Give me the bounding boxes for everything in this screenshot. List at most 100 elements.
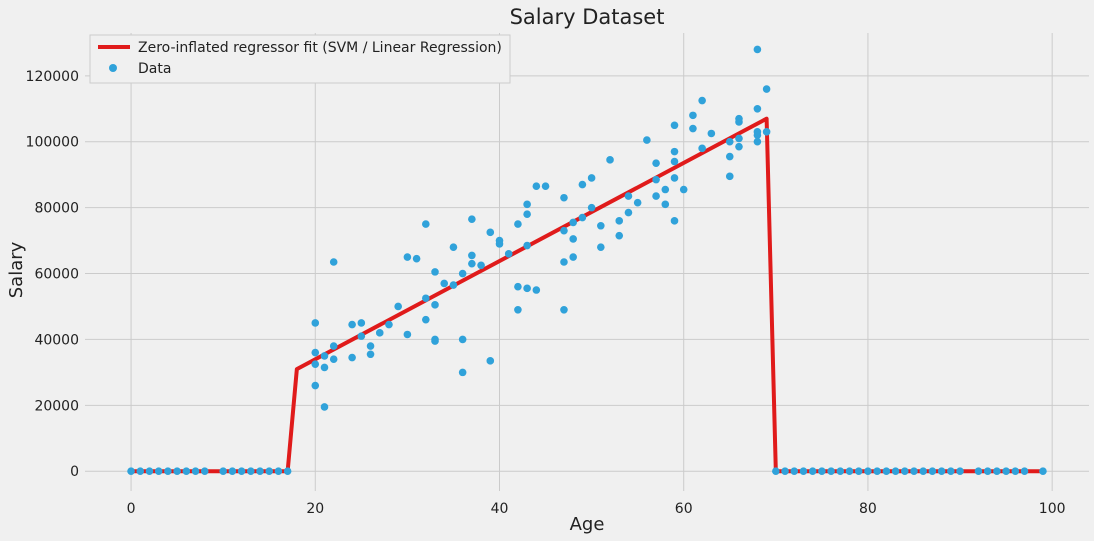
x-tick-label: 20: [306, 501, 324, 517]
y-tick-label: 0: [70, 464, 79, 480]
data-point: [587, 174, 596, 182]
data-point: [947, 467, 955, 476]
data-point: [403, 330, 412, 339]
data-point: [707, 129, 716, 138]
data-point: [910, 467, 918, 476]
data-point: [661, 185, 670, 194]
data-point: [523, 200, 531, 209]
data-point: [145, 467, 154, 476]
data-point: [514, 305, 522, 314]
data-point: [127, 467, 135, 476]
data-point: [182, 467, 191, 476]
data-point: [974, 467, 983, 476]
data-point: [808, 467, 817, 476]
data-point: [652, 192, 660, 200]
data-point: [274, 467, 283, 476]
y-tick-label: 40000: [34, 332, 79, 348]
data-point: [670, 147, 679, 156]
data-point: [357, 319, 366, 327]
data-point: [854, 467, 863, 476]
data-points-layer: [127, 45, 1047, 476]
data-point: [256, 467, 264, 476]
data-point: [919, 467, 928, 476]
data-point: [458, 368, 467, 377]
data-point: [1002, 467, 1010, 476]
data-point: [587, 203, 596, 212]
data-point: [799, 467, 808, 476]
y-tick-label: 120000: [26, 69, 79, 85]
data-point: [560, 258, 568, 266]
data-point: [136, 467, 145, 476]
legend-data-label: Data: [138, 61, 171, 77]
data-point: [219, 467, 227, 476]
data-point: [725, 152, 734, 161]
data-point: [514, 282, 522, 291]
data-point: [523, 284, 531, 293]
y-tick-label: 100000: [26, 135, 79, 151]
data-point: [900, 467, 909, 476]
data-point: [458, 335, 467, 344]
data-point: [652, 175, 660, 184]
data-point: [725, 137, 734, 146]
data-point: [154, 467, 163, 476]
data-point: [375, 329, 384, 337]
data-point: [679, 185, 688, 194]
data-point: [993, 467, 1001, 476]
data-point: [753, 131, 762, 139]
legend-fit-label: Zero-inflated regressor fit (SVM / Linea…: [138, 40, 502, 56]
data-point: [431, 337, 439, 345]
legend-data-swatch: [109, 64, 117, 72]
data-point: [486, 228, 495, 237]
data-point: [422, 315, 430, 324]
x-tick-label: 100: [1039, 501, 1066, 517]
data-point: [670, 121, 679, 130]
data-point: [458, 269, 467, 278]
data-point: [689, 124, 697, 133]
data-point: [311, 319, 320, 327]
data-point: [845, 467, 854, 476]
data-point: [1039, 467, 1047, 476]
data-point: [532, 182, 541, 191]
data-point: [468, 251, 476, 260]
data-point: [643, 136, 651, 144]
x-axis-label: Age: [570, 514, 605, 535]
data-point: [836, 467, 845, 476]
data-point: [320, 363, 329, 372]
data-point: [1011, 467, 1020, 476]
data-point: [956, 467, 964, 476]
data-point: [762, 85, 771, 93]
y-axis-label: Salary: [6, 241, 27, 298]
data-point: [422, 294, 430, 303]
data-point: [440, 279, 449, 288]
data-point: [928, 467, 937, 476]
data-point: [698, 144, 706, 153]
data-point: [578, 213, 587, 222]
data-point: [882, 467, 891, 476]
data-point: [486, 357, 495, 365]
data-point: [283, 467, 292, 476]
data-point: [449, 281, 458, 289]
data-point: [670, 217, 679, 225]
data-point: [560, 226, 568, 235]
data-point: [560, 305, 568, 314]
data-point: [864, 467, 872, 476]
data-point: [578, 180, 587, 189]
data-point: [320, 403, 329, 411]
data-point: [431, 268, 439, 276]
data-point: [514, 220, 522, 228]
data-point: [689, 111, 697, 120]
y-tick-label: 80000: [34, 201, 79, 217]
y-tick-label: 20000: [34, 398, 79, 414]
data-point: [366, 342, 375, 350]
data-point: [735, 142, 743, 151]
data-point: [569, 253, 577, 261]
data-point: [652, 159, 660, 167]
data-point: [781, 467, 789, 476]
data-point: [827, 467, 835, 476]
data-point: [560, 193, 568, 202]
data-point: [164, 467, 172, 476]
x-tick-label: 0: [127, 501, 136, 517]
legend: Zero-inflated regressor fit (SVM / Linea…: [89, 34, 511, 84]
data-point: [606, 156, 614, 164]
